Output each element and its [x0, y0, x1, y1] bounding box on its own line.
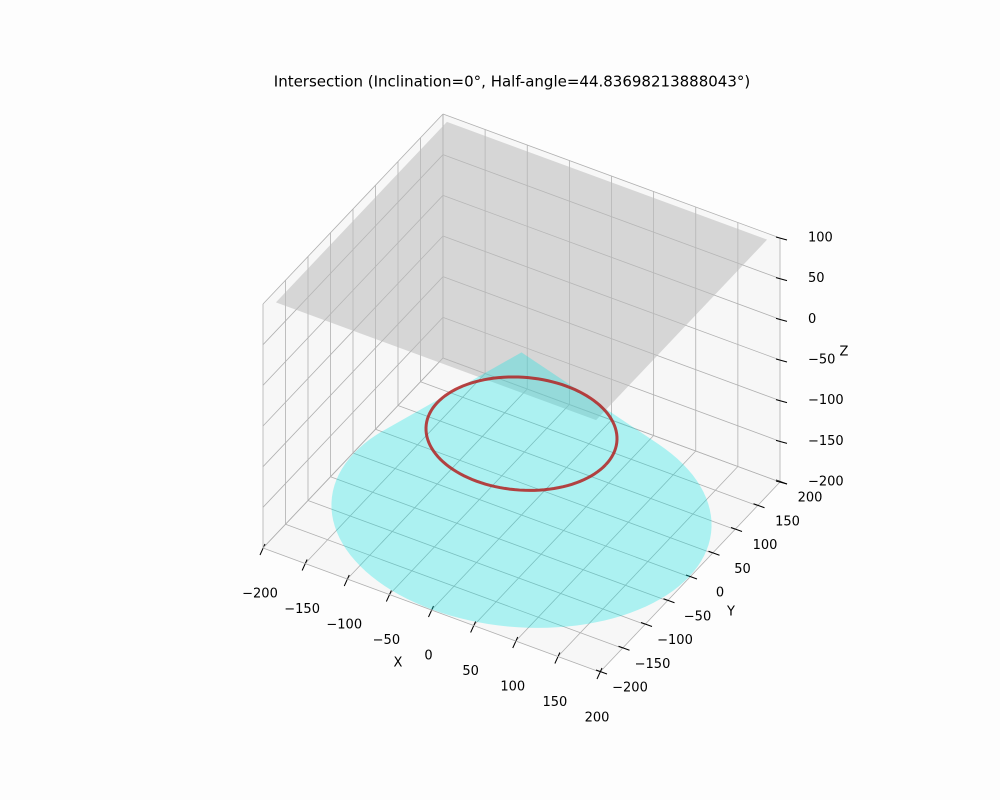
z-tick-label: −200: [808, 475, 844, 490]
y-tick-label: 200: [798, 491, 823, 506]
y-tick-label: −150: [635, 657, 671, 672]
y-tick-label: 100: [753, 538, 778, 553]
tick-mark: [775, 317, 788, 322]
grid-line: [330, 476, 668, 602]
x-tick-label: 100: [500, 680, 525, 695]
x-tick-label: −100: [326, 618, 362, 633]
y-axis-label: Y: [726, 605, 735, 620]
tick-mark: [775, 358, 788, 363]
z-tick-label: −50: [808, 353, 835, 368]
tick-mark: [685, 574, 698, 580]
tick-mark: [775, 439, 788, 444]
tick-mark: [775, 236, 788, 241]
grid-line: [442, 113, 781, 239]
grid-line: [262, 113, 444, 305]
tick-mark: [595, 669, 608, 675]
z-tick-label: −100: [808, 393, 844, 408]
tick-mark: [775, 277, 788, 282]
intersection-curve: [424, 375, 619, 492]
y-tick-label: 150: [775, 514, 800, 529]
tick-mark: [753, 503, 765, 509]
tick-mark: [343, 574, 350, 587]
y-tick-label: 0: [716, 586, 724, 601]
x-tick-label: 0: [424, 649, 432, 664]
z-tick-label: 100: [808, 231, 833, 246]
plane: [275, 121, 768, 421]
tick-mark: [663, 598, 675, 604]
y-tick-label: −100: [657, 633, 693, 648]
z-axis-label: Z: [840, 345, 849, 360]
z-tick-label: 0: [808, 312, 816, 327]
z-tick-label: −150: [808, 434, 844, 449]
tick-mark: [640, 622, 653, 627]
grid-line: [262, 547, 601, 673]
x-tick-label: −150: [284, 602, 320, 617]
tick-mark: [596, 667, 603, 680]
tick-mark: [301, 559, 308, 571]
tick-mark: [428, 605, 434, 618]
chart-title: Intersection (Inclination=0°, Half-angle…: [274, 73, 750, 91]
y-tick-label: −200: [612, 681, 648, 696]
tick-mark: [470, 621, 477, 633]
y-tick-label: 50: [734, 562, 751, 577]
tick-mark: [259, 543, 266, 556]
tick-mark: [512, 636, 519, 649]
tick-mark: [775, 399, 788, 404]
grid-line: [285, 523, 623, 649]
x-tick-label: 150: [542, 695, 567, 710]
tick-mark: [554, 652, 561, 664]
y-tick-label: −50: [684, 609, 711, 624]
grid-line: [307, 500, 646, 625]
z-tick-label: 50: [808, 271, 825, 286]
tick-mark: [385, 590, 392, 602]
tick-mark: [708, 550, 720, 556]
grid-line: [352, 452, 691, 578]
grid-line: [262, 357, 444, 549]
x-tick-label: −50: [373, 633, 400, 648]
tick-mark: [618, 645, 630, 651]
grid-line: [420, 381, 758, 507]
grid-line: [397, 405, 736, 530]
x-tick-label: 50: [462, 664, 479, 679]
tick-mark: [775, 480, 788, 485]
x-axis-label: X: [394, 656, 403, 671]
x-tick-label: 200: [585, 711, 610, 726]
tick-mark: [730, 527, 743, 532]
x-tick-label: −200: [242, 587, 278, 602]
